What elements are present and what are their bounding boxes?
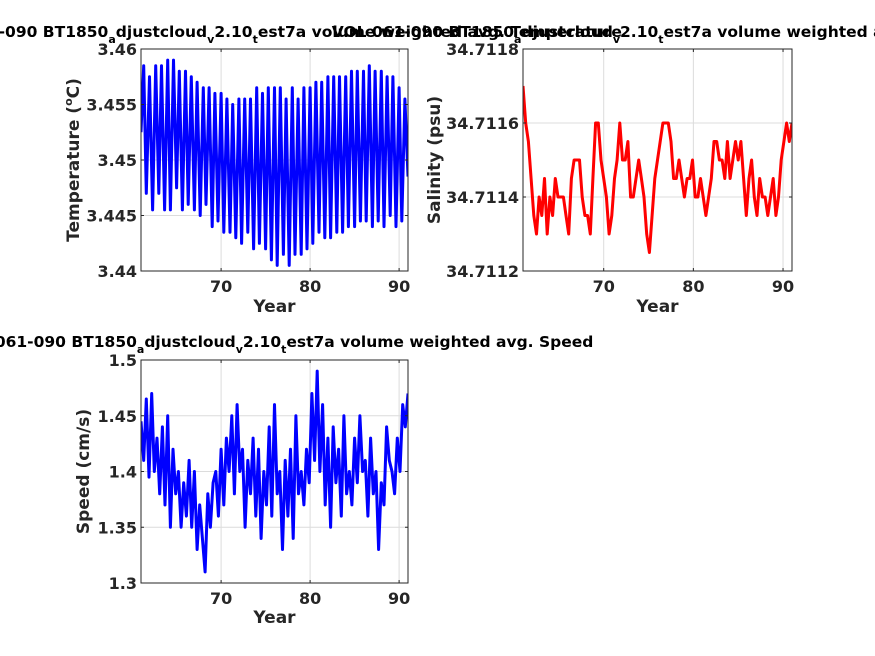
- series-line-1: [141, 369, 408, 574]
- chart-title-subscript: t: [253, 33, 258, 46]
- y-tick-label: 1.4: [109, 463, 137, 482]
- series-line-1: [141, 58, 408, 267]
- y-axis-label-part: C): [64, 78, 84, 98]
- chart-title-part: djustcloud: [521, 23, 612, 41]
- chart-title-part: 2.10: [214, 23, 252, 41]
- series-line-1: [523, 85, 792, 254]
- chart-2: 70 80 90 34.7112 34.7114 34.7116 34.7118 Year Sa…: [332, 23, 875, 317]
- x-axis-label: Year: [252, 297, 296, 317]
- y-tick-label: 34.7112: [446, 262, 519, 281]
- chart-title-subscript: v: [613, 33, 621, 46]
- x-tick-label: 90: [388, 589, 410, 608]
- x-tick-label: 80: [299, 277, 321, 296]
- x-tick-label: 70: [210, 277, 232, 296]
- y-tick-label: 1.35: [98, 518, 137, 537]
- chart-title-subscript: a: [514, 33, 521, 46]
- axes-box: [522, 48, 793, 272]
- y-axis-label-part: Temperature (: [64, 106, 84, 242]
- x-tick-label: 80: [682, 277, 704, 296]
- chart-3: 70 80 90 1.3 1.35 1.4 1.45 1.5 Year Speed (cm/s) V…: [0, 333, 593, 628]
- chart-title-part: 2.10: [243, 333, 281, 351]
- y-axis-label: Speed (cm/s): [74, 409, 94, 534]
- chart-title-part: djustcloud: [116, 23, 207, 41]
- x-tick-label: 70: [210, 589, 232, 608]
- y-axis-label-superscript: o: [62, 98, 75, 106]
- y-tick-label: 34.7118: [446, 40, 519, 59]
- y-tick-label: 3.44: [98, 262, 137, 281]
- chart-title-subscript: a: [108, 33, 115, 46]
- x-axis-label: Year: [635, 297, 679, 317]
- chart-title-part: est7a volume weighted avg. Speed: [286, 333, 593, 351]
- chart-title-part: VOL 061-090 BT1850: [332, 23, 514, 41]
- chart-title-subscript: t: [281, 343, 286, 356]
- x-tick-label: 70: [593, 277, 615, 296]
- y-tick-label: 3.455: [86, 96, 137, 115]
- chart-title-part: djustcloud: [144, 333, 235, 351]
- chart-title-part: VOL 061-090 BT1850: [0, 23, 109, 41]
- chart-title-subscript: v: [236, 343, 244, 356]
- y-axis-label: Salinity (psu): [425, 96, 445, 224]
- y-tick-label: 3.445: [86, 207, 137, 226]
- chart-title-part: VOL 061-090 BT1850: [0, 333, 137, 351]
- y-axis-label: Temperature (oC): [62, 78, 84, 242]
- y-tick-label: 34.7116: [446, 114, 519, 133]
- chart-title-subscript: t: [658, 33, 663, 46]
- x-tick-label: 90: [772, 277, 794, 296]
- y-tick-label: 1.45: [98, 407, 137, 426]
- y-tick-label: 1.5: [109, 351, 137, 370]
- chart-title-subscript: v: [207, 33, 215, 46]
- chart-title-part: est7a volume weighted avg. Temperature: [258, 23, 622, 41]
- chart-title: VOL 061-090 BT1850adjustcloudv2.10test7a…: [0, 23, 622, 46]
- y-tick-label: 1.3: [109, 574, 137, 593]
- chart-title-part: est7a volume weighted avg. Salinity: [664, 23, 875, 41]
- chart-title-part: 2.10: [620, 23, 658, 41]
- y-tick-label: 34.7114: [446, 188, 519, 207]
- x-tick-label: 90: [388, 277, 410, 296]
- chart-1: 70 80 90 3.44 3.445 3.45 3.455 3.46 Year Temperat…: [0, 23, 622, 317]
- y-tick-label: 3.46: [98, 40, 137, 59]
- chart-title: VOL 061-090 BT1850adjustcloudv2.10test7a…: [0, 333, 593, 356]
- x-axis-label: Year: [252, 608, 296, 628]
- y-tick-label: 3.45: [98, 151, 137, 170]
- x-tick-label: 80: [299, 589, 321, 608]
- chart-title: VOL 061-090 BT1850adjustcloudv2.10test7a…: [332, 23, 875, 46]
- chart-title-subscript: a: [137, 343, 144, 356]
